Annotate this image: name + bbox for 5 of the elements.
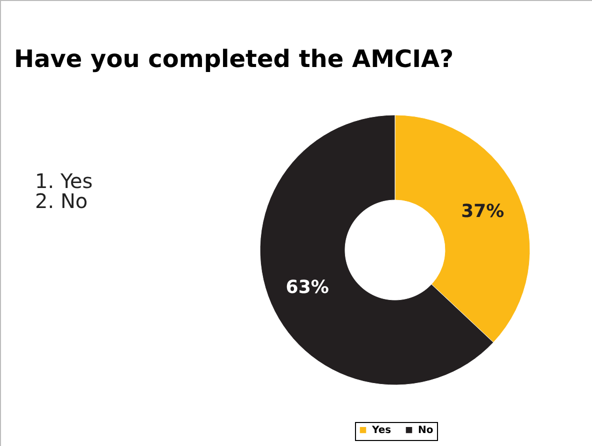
legend-label: No [418, 425, 434, 436]
data-label: 63% [286, 276, 329, 298]
legend-label: Yes [371, 425, 392, 436]
chart-title: Have you completed the AMCIA? [14, 45, 454, 73]
data-label: 37% [461, 201, 504, 222]
